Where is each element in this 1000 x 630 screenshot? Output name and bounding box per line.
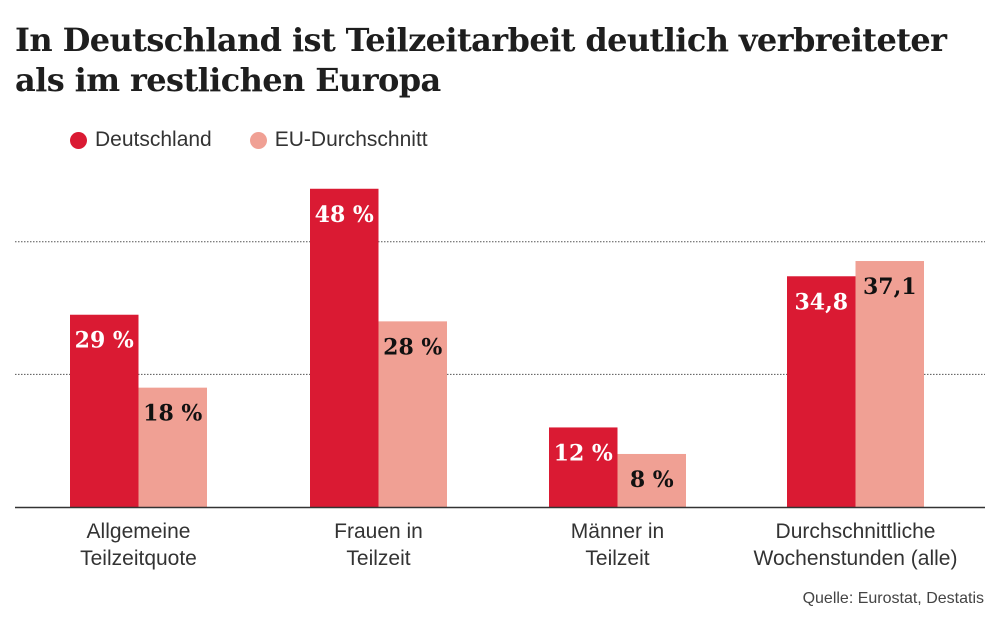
category-label: Wochenstunden (alle) <box>754 547 958 570</box>
bar-deutschland <box>310 188 379 507</box>
category-label: Teilzeit <box>346 547 410 570</box>
legend-item-deutschland: Deutschland <box>70 128 212 152</box>
bar-deutschland <box>549 427 618 507</box>
legend-label-deutschland: Deutschland <box>95 128 212 151</box>
data-label: 34,8 <box>794 289 848 315</box>
source-note: Quelle: Eurostat, Destatis <box>802 590 984 607</box>
data-label: 12 % <box>554 440 613 466</box>
bar-eu <box>138 387 207 507</box>
legend-item-eu: EU-Durchschnitt <box>249 128 428 152</box>
category-label: Durchschnittliche <box>776 520 936 543</box>
legend-swatch-deutschland <box>70 131 87 149</box>
chart-title: In Deutschland ist Teilzeitarbeit deutli… <box>15 21 947 99</box>
bar-eu <box>855 261 924 507</box>
bar-deutschland <box>787 276 856 507</box>
category-label: Frauen in <box>334 520 423 543</box>
data-label: 18 % <box>143 401 202 427</box>
data-label: 37,1 <box>863 274 917 300</box>
data-label: 29 % <box>75 328 134 354</box>
category-label: Männer in <box>571 520 664 543</box>
legend-swatch-eu <box>249 131 267 149</box>
category-label: Teilzeit <box>585 547 649 570</box>
data-label: 48 % <box>315 202 374 228</box>
bar-eu <box>378 321 447 507</box>
bar-eu <box>617 453 686 507</box>
category-label: Teilzeitquote <box>80 547 197 570</box>
category-label: Allgemeine <box>87 520 191 543</box>
bar-deutschland <box>70 314 139 507</box>
legend: Deutschland EU-Durchschnitt <box>70 128 428 152</box>
data-label: 8 % <box>630 467 674 493</box>
data-label: 28 % <box>383 334 442 360</box>
legend-label-eu: EU-Durchschnitt <box>274 128 428 151</box>
